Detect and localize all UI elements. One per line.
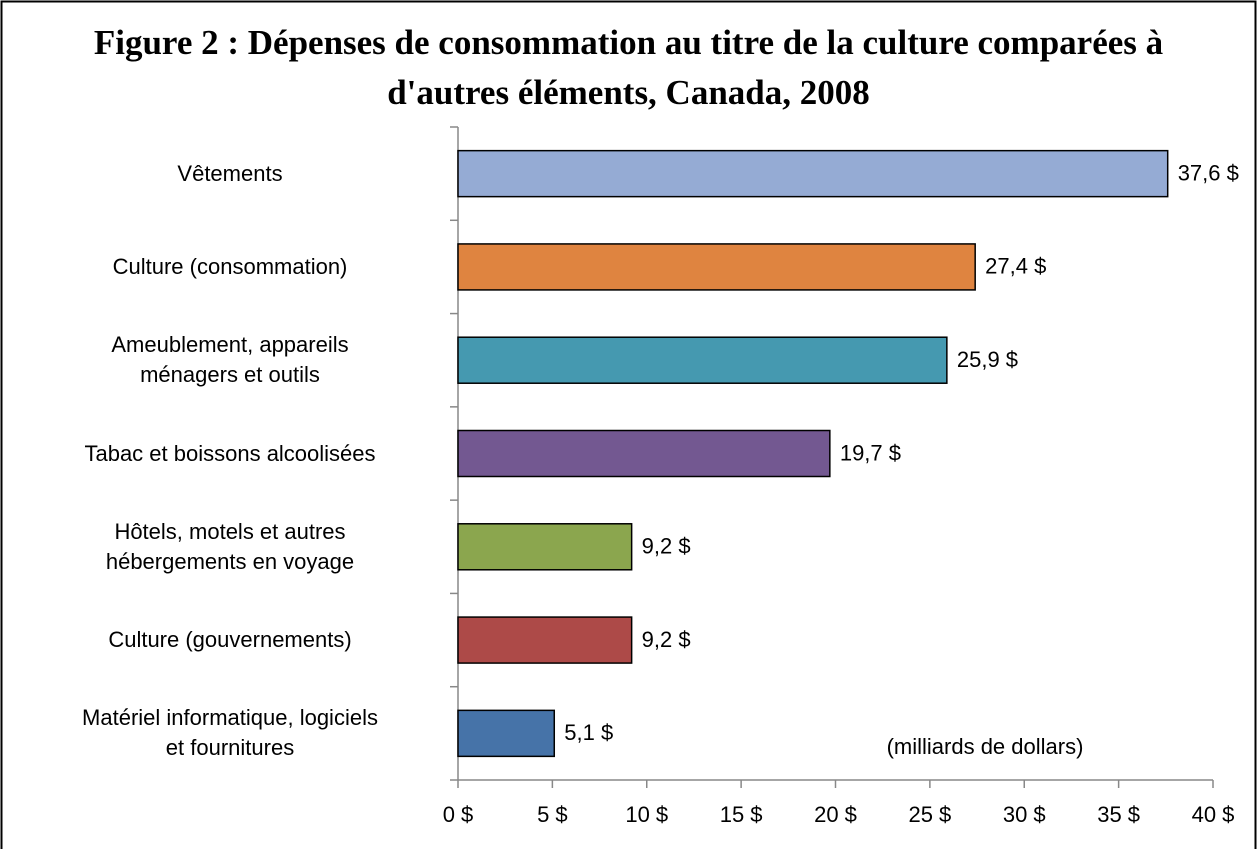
bar bbox=[457, 243, 976, 291]
value-label: 9,2 $ bbox=[642, 534, 691, 559]
x-tick-label: 10 $ bbox=[625, 802, 668, 827]
bar bbox=[457, 149, 1169, 198]
bar bbox=[457, 523, 633, 571]
y-tick-label: Tabac et boissons alcoolisées bbox=[84, 440, 376, 466]
x-tick-label: 5 $ bbox=[537, 802, 568, 827]
y-tick-label: Hôtels, motels et autres hébergements en… bbox=[105, 518, 355, 574]
y-tick-label: Culture (gouvernements) bbox=[108, 627, 352, 653]
y-tick-label: Vêtements bbox=[177, 160, 283, 186]
y-tick-label: Matériel informatique, logiciels et four… bbox=[82, 705, 378, 761]
x-tick-label: 30 $ bbox=[1003, 802, 1046, 827]
bar bbox=[457, 336, 948, 384]
x-tick-label: 20 $ bbox=[814, 802, 857, 827]
x-tick-label: 35 $ bbox=[1097, 802, 1140, 827]
y-tick-label: Culture (consommation) bbox=[112, 253, 348, 279]
value-label: 25,9 $ bbox=[957, 347, 1018, 372]
x-tick-label: 15 $ bbox=[720, 802, 763, 827]
x-tick-label: 40 $ bbox=[1192, 802, 1235, 827]
value-label: 9,2 $ bbox=[642, 627, 691, 652]
value-label: 37,6 $ bbox=[1178, 160, 1239, 185]
x-tick-label: 25 $ bbox=[908, 802, 951, 827]
value-label: 5,1 $ bbox=[564, 720, 613, 745]
bar bbox=[457, 709, 556, 758]
chart-title: Figure 2 : Dépenses de consommation au t… bbox=[93, 23, 1164, 112]
x-tick-label: 0 $ bbox=[443, 802, 474, 827]
y-tick-label: Ameublement, appareils ménagers et outil… bbox=[111, 332, 349, 388]
annotation: (milliards de dollars) bbox=[887, 734, 1084, 759]
value-label: 27,4 $ bbox=[985, 254, 1046, 279]
value-label: 19,7 $ bbox=[840, 440, 901, 465]
bar bbox=[457, 429, 831, 478]
bar bbox=[457, 616, 633, 664]
